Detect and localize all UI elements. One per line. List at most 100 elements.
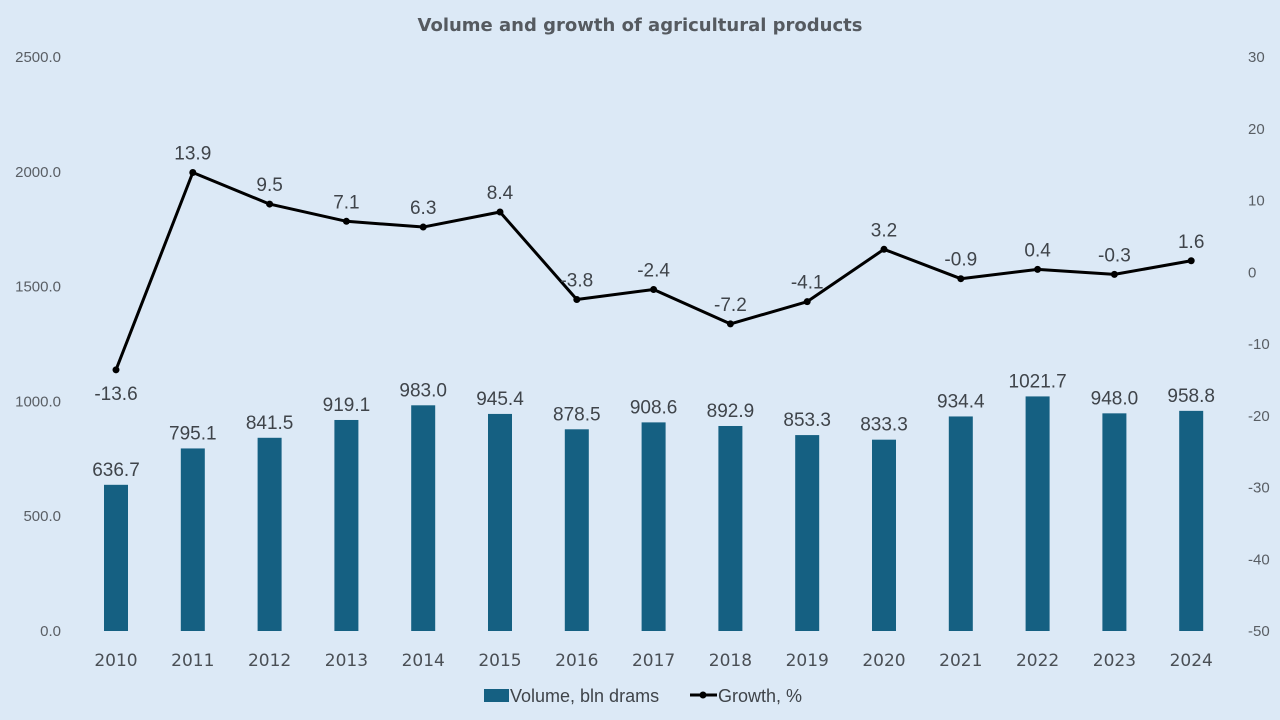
growth-point: [1187, 257, 1195, 265]
left-axis-tick: 1000.0: [15, 393, 61, 410]
bar-data-label: 1021.7: [1009, 371, 1067, 392]
x-axis-tick: 2021: [939, 651, 982, 671]
growth-point: [803, 298, 811, 306]
legend: Volume, bln drams Growth, %: [484, 686, 802, 706]
left-axis-tick: 500.0: [23, 508, 61, 525]
bar: [180, 448, 205, 631]
bar-data-label: 841.5: [246, 413, 294, 434]
bar-data-label: 833.3: [860, 415, 908, 436]
bar-data-label: 945.4: [476, 389, 524, 410]
legend-label-growth: Growth, %: [718, 686, 802, 706]
bar: [872, 439, 896, 631]
x-axis-tick: 2014: [402, 651, 445, 671]
right-axis-tick: 20: [1248, 121, 1265, 138]
x-axis-tick: 2017: [632, 651, 675, 671]
bar-data-label: 892.9: [707, 401, 755, 422]
x-axis-tick: 2020: [862, 651, 905, 671]
x-axis-tick: 2023: [1093, 651, 1136, 671]
right-axis-tick: -10: [1248, 336, 1270, 353]
growth-data-label: -13.6: [94, 384, 137, 405]
x-axis-tick: 2024: [1170, 651, 1213, 671]
growth-data-label: -4.1: [791, 273, 824, 294]
line-series: -13.6 13.9 9.5 7.1 6.3 8.4 -3.8 -2.4 -7.2 -4.1 3.2…: [94, 144, 1204, 405]
x-axis-tick: 2012: [248, 651, 291, 671]
bar: [488, 413, 512, 631]
bar: [1179, 410, 1204, 631]
left-axis-tick: 0.0: [40, 623, 61, 640]
bar-data-label: 919.1: [323, 395, 371, 416]
right-axis-tick: 0: [1248, 264, 1256, 281]
growth-data-label: 1.6: [1178, 232, 1204, 253]
bar-data-label: 636.7: [92, 460, 140, 481]
right-axis: -50 -40 -30 -20 -10 0 10 20 30: [1248, 49, 1270, 640]
legend-swatch-volume: [484, 689, 509, 702]
growth-data-label: -3.8: [560, 271, 593, 292]
x-axis-tick: 2011: [171, 651, 214, 671]
bar-data-label: 948.0: [1091, 388, 1139, 409]
growth-point: [342, 217, 350, 225]
growth-point: [112, 366, 120, 374]
bar: [104, 484, 128, 631]
right-axis-tick: -40: [1248, 551, 1270, 568]
growth-point: [650, 285, 658, 293]
growth-data-label: -0.9: [944, 250, 977, 271]
growth-point: [573, 296, 581, 304]
growth-point: [726, 320, 734, 328]
bar-data-label: 958.8: [1167, 386, 1215, 407]
left-axis-tick: 2000.0: [15, 164, 61, 181]
bar-series: 636.7 795.1 841.5 919.1 983.0 945.4 878.5 908.6…: [92, 371, 1215, 631]
bar-data-label: 908.6: [630, 397, 678, 418]
x-axis-tick: 2010: [94, 651, 137, 671]
x-axis-tick: 2022: [1016, 651, 1059, 671]
right-axis-tick: 30: [1248, 49, 1265, 66]
growth-data-label: -7.2: [714, 295, 747, 316]
growth-point: [1034, 265, 1042, 273]
growth-point: [957, 275, 965, 283]
bar: [718, 425, 743, 631]
x-axis-tick: 2018: [709, 651, 752, 671]
growth-data-label: 9.5: [256, 175, 282, 196]
left-axis-tick: 1500.0: [15, 279, 61, 296]
growth-point: [266, 200, 274, 208]
bar: [411, 405, 436, 631]
x-axis-tick: 2019: [786, 651, 829, 671]
bar: [1102, 413, 1127, 631]
growth-data-label: -2.4: [637, 260, 670, 281]
growth-data-label: 8.4: [487, 183, 514, 204]
right-axis-tick: -30: [1248, 480, 1270, 497]
growth-point: [880, 245, 888, 253]
growth-point: [419, 223, 427, 231]
left-axis-tick: 2500.0: [15, 49, 61, 66]
right-axis-tick: -20: [1248, 408, 1270, 425]
bar: [795, 435, 820, 631]
growth-data-label: 3.2: [871, 220, 897, 241]
growth-point: [189, 169, 197, 177]
legend-label-volume: Volume, bln drams: [510, 686, 659, 706]
bar: [257, 437, 282, 631]
x-axis-tick: 2015: [478, 651, 521, 671]
bar-data-label: 853.3: [783, 410, 831, 431]
growth-data-label: 13.9: [174, 144, 211, 165]
bar: [564, 429, 589, 631]
bar: [641, 422, 666, 631]
growth-data-label: 0.4: [1024, 240, 1051, 261]
left-axis: 0.0 500.0 1000.0 1500.0 2000.0 2500.0: [15, 49, 61, 640]
bar-data-label: 934.4: [937, 391, 985, 412]
bar: [1025, 396, 1050, 631]
growth-data-label: 6.3: [410, 198, 436, 219]
x-axis-tick: 2013: [325, 651, 368, 671]
bar-data-label: 795.1: [169, 423, 217, 444]
growth-point: [496, 208, 504, 216]
bar-data-label: 878.5: [553, 404, 601, 425]
bar-data-label: 983.0: [399, 380, 447, 401]
growth-point: [1110, 270, 1118, 278]
growth-data-label: 7.1: [333, 192, 359, 213]
x-axis: 2010 2011 2012 2013 2014 2015 2016 2017 2018 2019…: [94, 651, 1212, 671]
chart-title: Volume and growth of agricultural produc…: [418, 15, 863, 36]
growth-data-label: -0.3: [1098, 245, 1131, 266]
bar: [334, 419, 359, 631]
legend-swatch-growth-marker: [699, 691, 707, 699]
right-axis-tick: 10: [1248, 193, 1265, 210]
right-axis-tick: -50: [1248, 623, 1270, 640]
